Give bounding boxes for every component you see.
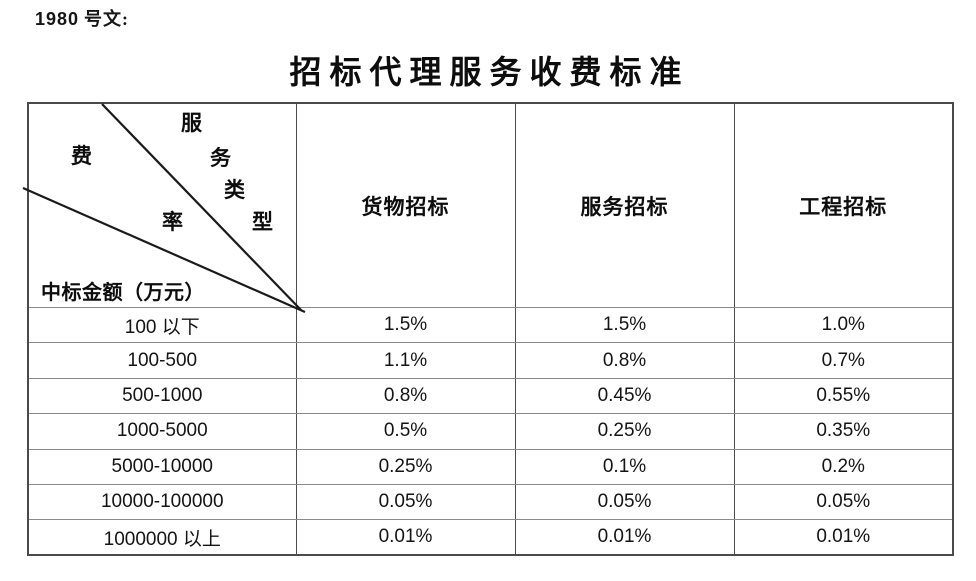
fee-cell: 0.05% [733,483,954,521]
rate-char: 率 [162,210,183,234]
fee-cell: 0.01% [514,519,735,556]
fee-cell: 1.5% [295,306,516,344]
service-type-char: 务 [210,146,231,170]
service-type-char: 型 [252,210,273,234]
fee-cell: 0.01% [295,519,516,556]
row-label: 100 以下 [27,306,297,344]
fee-cell: 0.1% [514,448,735,485]
service-type-char: 类 [224,178,245,202]
table-row: 100 以下 1.5% 1.5% 1.0% [27,306,954,344]
fee-cell: 0.55% [733,377,954,415]
page-title: 招标代理服务收费标准 [289,54,690,90]
fee-cell: 0.05% [295,483,516,521]
rate-char: 费 [71,144,92,168]
row-label: 500-1000 [27,377,297,415]
table-row: 1000000 以上 0.01% 0.01% 0.01% [27,519,954,556]
fee-cell: 0.25% [514,413,735,450]
table-row: 1000-5000 0.5% 0.25% 0.35% [27,413,954,450]
fee-cell: 1.0% [733,306,954,344]
fee-cell: 0.8% [514,342,735,379]
doc-reference-suffix: 号文: [84,9,130,29]
service-type-char: 服 [181,111,202,135]
header-row: 服 务 类 型 费 率 中标金额（万元） 货物招标 服务招标 工程招标 [22,102,954,314]
table-row: 100-500 1.1% 0.8% 0.7% [27,342,954,379]
fee-cell: 0.2% [733,448,954,485]
column-header-engineering: 工程招标 [733,102,954,308]
column-header-goods: 货物招标 [295,102,516,308]
fee-cell: 1.5% [514,306,735,344]
doc-reference: 1980 号文: [35,5,129,31]
amount-axis-label: 中标金额（万元） [41,282,205,304]
corner-header-cell: 服 务 类 型 费 率 中标金额（万元） [22,102,306,314]
doc-reference-number: 1980 [35,9,80,29]
fee-cell: 0.5% [295,413,516,450]
fee-cell: 0.35% [733,413,954,450]
diagonal-divider-lines [22,103,306,314]
fee-cell: 1.1% [295,342,516,379]
table-row: 5000-10000 0.25% 0.1% 0.2% [27,448,954,485]
fee-cell: 0.05% [514,483,735,521]
fee-cell: 0.45% [514,377,735,415]
fee-cell: 0.7% [733,342,954,379]
row-label: 5000-10000 [27,448,297,485]
table-row: 500-1000 0.8% 0.45% 0.55% [27,377,954,415]
row-label: 1000-5000 [27,413,297,450]
fee-cell: 0.8% [295,377,516,415]
row-label: 1000000 以上 [27,519,297,556]
column-header-services: 服务招标 [514,102,735,308]
fee-cell: 0.01% [733,519,954,556]
row-label: 100-500 [27,342,297,379]
fee-cell: 0.25% [295,448,516,485]
fee-standard-table: 服 务 类 型 费 率 中标金额（万元） 货物招标 服务招标 工程招标 100 … [22,102,954,557]
row-label: 10000-100000 [27,483,297,521]
table-row: 10000-100000 0.05% 0.05% 0.05% [27,483,954,521]
